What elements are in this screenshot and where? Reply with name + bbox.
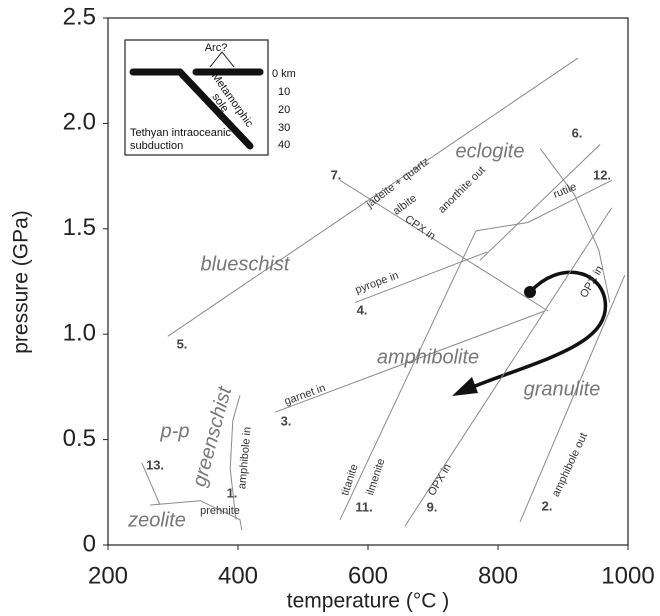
reaction-line	[539, 148, 611, 303]
inset-label: 40	[278, 139, 290, 151]
y-axis-label: pressure (GPa)	[10, 210, 33, 354]
reaction-label: prehnite	[200, 505, 240, 517]
reaction-label: anorthite out	[436, 164, 488, 216]
inset-label: Tethyan intraoceanic	[130, 127, 231, 139]
inset	[124, 39, 269, 156]
reaction-number: 11.	[355, 499, 372, 514]
reaction-number: 13.	[146, 457, 164, 472]
reaction-number: 3.	[281, 413, 292, 428]
reaction-number: 12.	[593, 167, 611, 182]
slab	[176, 68, 254, 150]
field-label: blueschist	[201, 253, 291, 275]
reaction-number: 5.	[177, 336, 188, 351]
reaction-line	[141, 462, 161, 506]
reaction-line	[150, 500, 243, 531]
x-tick-label: 400	[218, 562, 258, 589]
inset-label: Arc?	[205, 42, 228, 54]
reaction-label: rutile	[552, 181, 579, 201]
inset-label: 0 km	[272, 68, 296, 80]
reaction-number: 7.	[331, 167, 342, 182]
inset-label: subduction	[130, 140, 183, 152]
reaction-line	[229, 395, 241, 520]
reaction-label: garnet in	[283, 382, 327, 408]
arrow-head	[452, 377, 478, 396]
volcano	[209, 51, 235, 68]
y-tick-label: 0	[83, 530, 96, 557]
x-tick-label: 200	[88, 562, 128, 589]
reaction-line	[519, 274, 626, 523]
reaction-line	[339, 179, 549, 312]
reaction-label: albite	[391, 192, 419, 217]
reaction-line	[339, 230, 477, 520]
inset-label: 30	[278, 122, 290, 134]
reaction-number: 6.	[572, 125, 583, 140]
y-tick-label: 1.0	[63, 320, 96, 347]
field-label: zeolite	[127, 509, 186, 531]
x-axis-label: temperature (°C )	[287, 590, 449, 613]
field-label: amphibolite	[377, 346, 479, 368]
reaction-label: amphibole in	[236, 426, 253, 489]
reaction-line	[274, 310, 545, 413]
reaction-label: CPX in	[403, 213, 438, 242]
reaction-number: 1.	[227, 485, 238, 500]
inset-label: 10	[278, 86, 290, 98]
y-tick-label: 0.5	[63, 425, 96, 452]
field-label: eclogite	[456, 140, 525, 162]
reaction-line	[404, 207, 613, 527]
inset-label: 20	[278, 104, 290, 116]
reaction-number: 9.	[427, 499, 438, 514]
field-label: greenschist	[188, 383, 236, 489]
reaction-label: pyrope in	[354, 270, 401, 297]
field-label: p-p	[160, 420, 190, 442]
reaction-label: OPX in	[426, 462, 454, 498]
reaction-label: amphibole out	[550, 431, 590, 499]
y-tick-label: 2.5	[63, 3, 96, 30]
x-tick-label: 600	[348, 562, 388, 589]
reaction-label: titanite	[339, 463, 360, 498]
reaction-label: ilmenite	[364, 457, 387, 497]
reaction-label: OPX in	[578, 264, 606, 300]
reaction-number: 2.	[542, 498, 553, 513]
field-label: granulite	[524, 378, 601, 400]
reaction-line	[167, 57, 579, 337]
y-tick-label: 2.0	[63, 109, 96, 136]
reaction-line	[354, 251, 488, 304]
pt-path	[469, 270, 608, 390]
reaction-line	[475, 179, 612, 232]
reaction-line	[479, 144, 601, 261]
x-tick-label: 1000	[601, 562, 654, 589]
reaction-number: 4.	[357, 302, 368, 317]
y-tick-label: 1.5	[63, 214, 96, 241]
x-tick-label: 800	[478, 562, 518, 589]
